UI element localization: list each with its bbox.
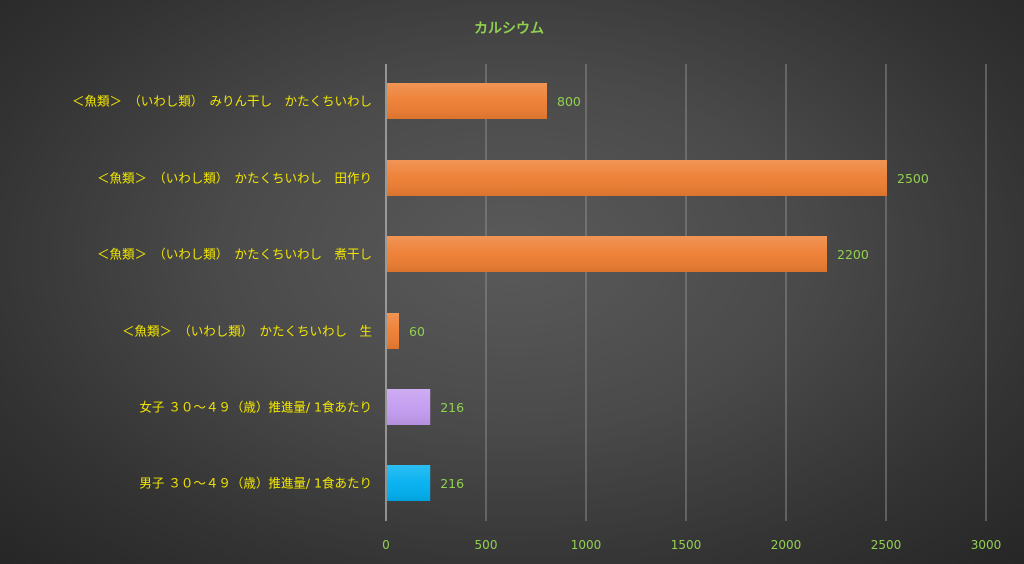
- x-tick-label: 2500: [871, 538, 902, 552]
- data-label: 216: [440, 400, 464, 415]
- x-tick-label: 0: [382, 538, 390, 552]
- category-label: 女子 ３０～４９（歳）推進量/ 1食あたり: [139, 400, 372, 415]
- category-label: 男子 ３０～４９（歳）推進量/ 1食あたり: [139, 476, 372, 491]
- chart-title: カルシウム: [474, 21, 544, 37]
- category-label: ＜魚類＞ （いわし類） かたくちいわし 煮干し: [97, 247, 372, 262]
- x-tick-label: 1000: [571, 538, 602, 552]
- x-tick-label: 1500: [671, 538, 702, 552]
- bar-highlight: [387, 160, 887, 196]
- data-label: 216: [440, 476, 464, 491]
- bar-highlight: [387, 465, 431, 501]
- gridlines: [385, 64, 987, 521]
- category-labels: ＜魚類＞ （いわし類） みりん干し かたくちいわし ＜魚類＞ （いわし類） かたく…: [72, 94, 372, 491]
- bar-highlight: [387, 313, 399, 349]
- bar-highlight: [387, 236, 827, 272]
- bar-highlight: [387, 389, 431, 425]
- data-label: 2200: [837, 247, 869, 262]
- x-axis-tick-labels: 0 500 1000 1500 2000 2500 3000: [382, 538, 1001, 552]
- category-label: ＜魚類＞ （いわし類） かたくちいわし 田作り: [97, 171, 372, 186]
- x-tick-label: 500: [475, 538, 498, 552]
- data-labels: 800 2500 2200 60 216 216: [409, 94, 929, 491]
- category-label: ＜魚類＞ （いわし類） みりん干し かたくちいわし: [72, 94, 372, 109]
- x-tick-label: 2000: [771, 538, 802, 552]
- bar-highlight: [387, 83, 547, 119]
- data-label: 2500: [897, 171, 929, 186]
- x-tick-label: 3000: [971, 538, 1002, 552]
- bars: [387, 83, 887, 501]
- data-label: 800: [557, 94, 581, 109]
- data-label: 60: [409, 324, 425, 339]
- category-label: ＜魚類＞ （いわし類） かたくちいわし 生: [122, 324, 372, 339]
